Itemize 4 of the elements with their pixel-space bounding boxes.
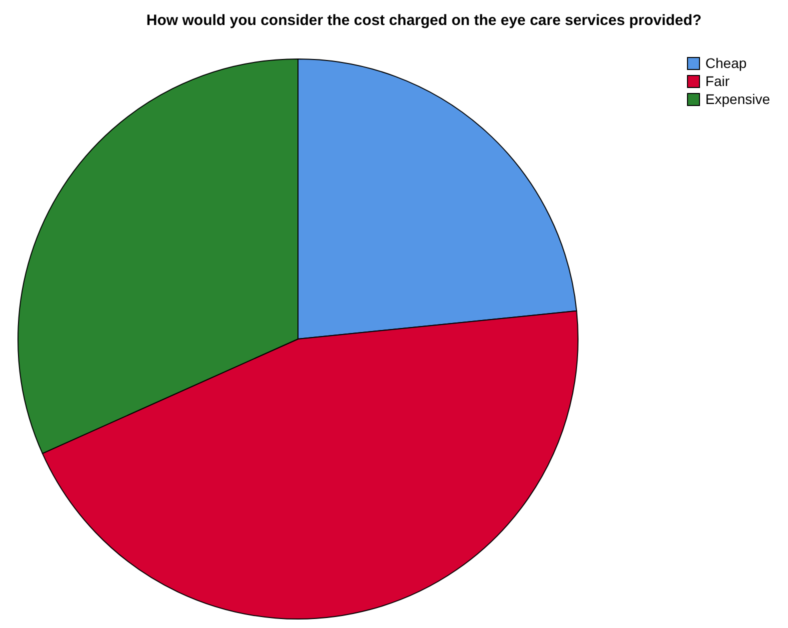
legend-label: Cheap bbox=[705, 55, 747, 71]
legend-label: Fair bbox=[705, 73, 730, 89]
chart-title: How would you consider the cost charged on the eye care services provided? bbox=[145, 11, 703, 31]
legend-label: Expensive bbox=[705, 91, 770, 107]
